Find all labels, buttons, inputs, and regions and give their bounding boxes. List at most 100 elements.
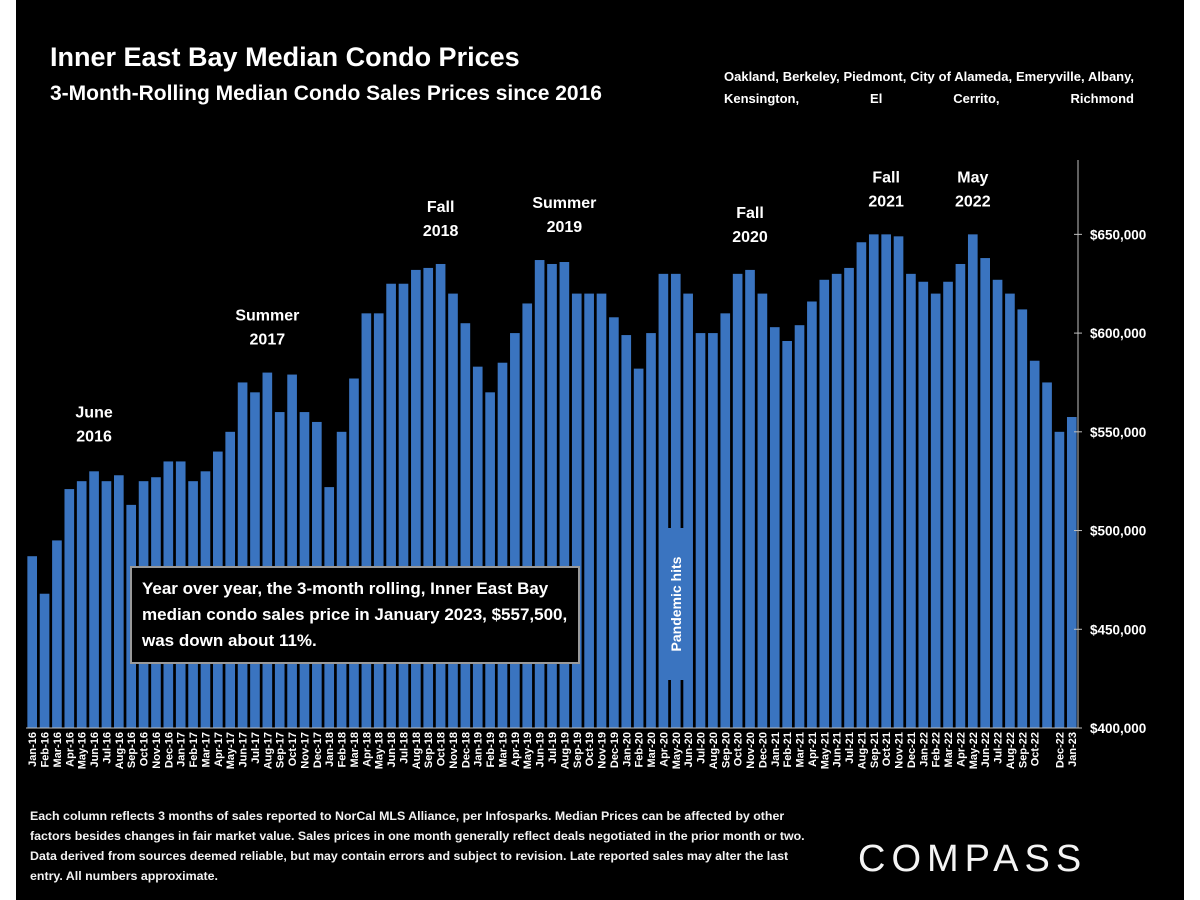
annotation-background: [46, 400, 143, 451]
x-tick-label: Jul-21: [844, 732, 856, 764]
x-tick-label: Jul-18: [398, 732, 410, 764]
bar: [769, 327, 780, 728]
x-tick-label: Oct-18: [436, 732, 448, 766]
x-tick-label: Jul-16: [101, 732, 113, 764]
x-tick-label: Oct-21: [881, 732, 893, 766]
y-tick-label: $650,000: [1090, 227, 1146, 242]
bar: [844, 267, 854, 728]
x-tick-label: Mar-16: [52, 732, 64, 767]
x-tick-label: Mar-17: [200, 732, 212, 767]
bar: [831, 273, 842, 728]
bar: [361, 313, 372, 728]
bar: [708, 333, 718, 728]
bar: [807, 301, 817, 728]
x-tick-label: Jan-17: [176, 732, 188, 767]
bar: [757, 293, 768, 728]
annotation-label: 2018: [423, 223, 459, 240]
x-tick-label: Aug-20: [708, 732, 720, 769]
x-tick-label: May-16: [77, 732, 89, 769]
x-tick-label: Dec-18: [460, 732, 472, 768]
bar: [287, 374, 297, 728]
bar: [683, 293, 693, 728]
bar: [547, 263, 557, 728]
bar: [510, 333, 520, 728]
bar: [918, 281, 929, 728]
bar: [893, 236, 904, 728]
x-tick-label: Oct-17: [287, 732, 299, 766]
x-tick-label: Aug-18: [411, 732, 423, 769]
annotation-label: Fall: [872, 169, 900, 186]
bar: [670, 273, 681, 728]
bar: [386, 283, 396, 728]
x-tick-label: Jul-17: [250, 732, 262, 764]
x-tick-label: Aug-22: [1005, 732, 1017, 769]
x-tick-label: Feb-22: [931, 732, 943, 767]
bar: [856, 242, 867, 728]
bar: [349, 378, 359, 728]
x-tick-label: Jan-20: [621, 732, 633, 767]
bar: [460, 323, 471, 728]
x-tick-label: Dec-22: [1054, 732, 1066, 768]
bar: [881, 234, 891, 729]
bar: [39, 593, 50, 728]
x-tick-label: Jun-16: [89, 732, 101, 767]
x-tick-label: Jun-17: [238, 732, 250, 767]
x-tick-label: May-19: [522, 732, 534, 769]
x-tick-label: Apr-20: [658, 732, 670, 767]
bar: [955, 263, 966, 728]
x-tick-label: Apr-18: [361, 732, 373, 767]
bar: [237, 382, 248, 728]
bar: [559, 262, 570, 728]
x-tick-label: Oct-20: [733, 732, 745, 766]
annotation-background: [516, 191, 613, 242]
bar: [621, 335, 632, 728]
bar: [992, 279, 1003, 728]
bar: [485, 392, 495, 728]
x-tick-label: Sep-17: [275, 732, 287, 768]
chart-subtitle: 3-Month-Rolling Median Condo Sales Price…: [50, 82, 602, 105]
bar: [930, 293, 941, 728]
bar: [1042, 382, 1052, 728]
footnote: Each column reflects 3 months of sales r…: [30, 809, 805, 883]
x-axis: Jan-16 Feb-16 Mar-16 Apr-16 May-16 Jun-16 Jul-…: [26, 727, 1079, 769]
annotation-label: 2021: [868, 193, 904, 210]
y-tick-label: $600,000: [1090, 326, 1146, 341]
bar: [411, 269, 421, 728]
pandemic-label: Pandemic hits: [668, 556, 684, 651]
annotation-label: Summer: [532, 195, 596, 212]
bar: [596, 293, 607, 728]
bar: [114, 475, 124, 728]
x-tick-label: Jan-18: [324, 732, 336, 767]
bar: [1066, 417, 1077, 728]
bar: [868, 234, 879, 729]
bar: [782, 340, 792, 728]
x-tick-label: Mar-21: [795, 732, 807, 767]
x-tick-label: Apr-21: [807, 732, 819, 767]
x-tick-label: May-18: [374, 732, 386, 769]
y-tick-label: $450,000: [1090, 622, 1146, 637]
bar: [373, 313, 384, 728]
bar: [522, 303, 533, 728]
x-tick-label: Feb-21: [782, 732, 794, 767]
bar: [646, 333, 656, 728]
yoy-callout: Year over year, the 3-month rolling, Inn…: [130, 566, 580, 664]
annotation-background: [924, 165, 1021, 216]
bar: [423, 267, 434, 728]
bar: [64, 489, 75, 728]
y-tick-label: $400,000: [1090, 721, 1146, 736]
bar: [967, 234, 978, 729]
x-tick-label: Jan-22: [918, 732, 930, 767]
bar: [1029, 360, 1040, 728]
x-tick-label: Aug-17: [262, 732, 274, 769]
x-tick-label: Sep-20: [720, 732, 732, 768]
x-tick-label: Feb-20: [634, 732, 646, 767]
bar: [435, 263, 446, 728]
x-tick-label: Oct-16: [139, 732, 151, 766]
x-tick-label: May-20: [671, 732, 683, 769]
bar: [584, 293, 594, 728]
x-tick-label: Mar-22: [943, 732, 955, 767]
bar: [658, 273, 669, 728]
x-tick-label: Jun-20: [683, 732, 695, 767]
x-tick-label: Mar-20: [646, 732, 658, 767]
